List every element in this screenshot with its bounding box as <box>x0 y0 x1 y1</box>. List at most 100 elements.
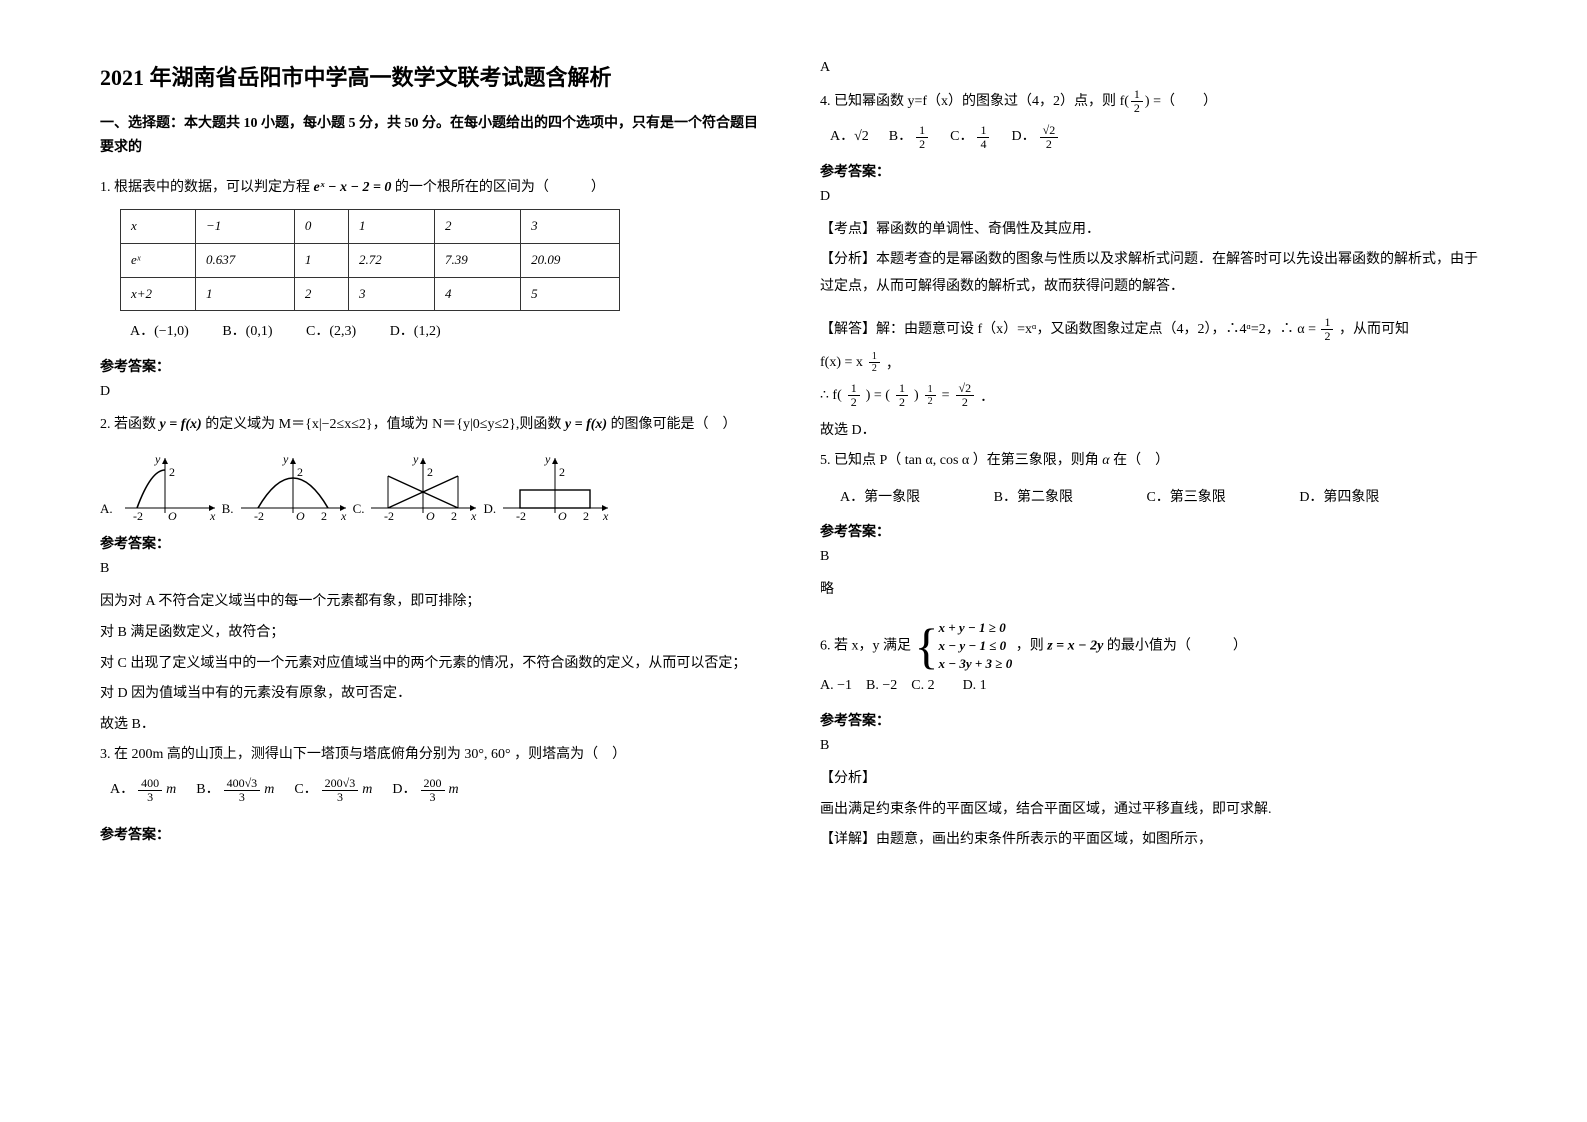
graph-d-svg: -2 O 2 x y 2 <box>498 448 613 523</box>
table-row: x+2 1 2 3 4 5 <box>121 277 620 311</box>
q5-answer: B <box>820 549 1480 565</box>
q4-options: A．√2 B． 12 C． 14 D． √22 <box>830 124 1480 151</box>
q6-system: { x + y − 1 ≥ 0 x − y − 1 ≤ 0 x − 3y + 3… <box>915 619 1013 674</box>
q5-coords: tan α, cos α <box>905 453 969 468</box>
svg-text:-2: -2 <box>516 509 526 523</box>
graph-label-a: A. <box>100 497 113 524</box>
q2-exp-2: 对 B 满足函数定义，故符合； <box>100 620 760 647</box>
q4-l3-mid: ) = ( <box>866 388 890 404</box>
graph-label-b: B. <box>222 497 234 524</box>
option-c: C．(2,3) <box>306 324 356 339</box>
q4-b-label: B． <box>889 124 912 151</box>
svg-text:y: y <box>282 452 289 466</box>
q2-mid: 的定义域为 M＝{x|−2≤x≤2}，值域为 N＝{y|0≤y≤2},则函数 <box>205 417 565 432</box>
question-5: 5. 已知点 P（ tan α, cos α ）在第三象限，则角 α 在（ ） … <box>820 448 1480 511</box>
q4-l3-d1: 2 <box>848 396 860 409</box>
q3-a-num: 400 <box>138 777 162 791</box>
q6-ineq-1: x + y − 1 ≥ 0 <box>939 620 1006 635</box>
option-d: D．(1,2) <box>390 324 441 339</box>
option-b: B．400√33m <box>196 777 274 804</box>
cell: 2 <box>294 277 348 311</box>
cell: 5 <box>521 277 620 311</box>
cell: −1 <box>196 210 295 244</box>
question-1: 1. 根据表中的数据，可以判定方程 eˣ − x − 2 = 0 的一个根所在的… <box>100 175 760 346</box>
q4-l2-pre: f(x) = x <box>820 355 863 371</box>
svg-text:x: x <box>209 509 216 523</box>
q4-alpha-n: 1 <box>1321 316 1333 330</box>
q4-final: 故选 D． <box>820 418 1480 445</box>
svg-text:2: 2 <box>169 465 175 479</box>
q5-alpha: α <box>1102 453 1109 468</box>
graph-label-c: C. <box>353 497 365 524</box>
q4-c-label: C． <box>950 124 973 151</box>
q4-l3-pre: ∴ f( <box>820 387 842 404</box>
q6-post: 的最小值为（ ） <box>1107 638 1247 653</box>
cell: 20.09 <box>521 243 620 277</box>
q4-l3-eq: = <box>942 388 950 404</box>
q3-b-den: 3 <box>224 791 261 804</box>
q6-ineq-3: x − 3y + 3 ≥ 0 <box>939 656 1013 671</box>
q2-exp-3: 对 C 出现了定义域当中的一个元素对应值域当中的两个元素的情况，不符合函数的定义… <box>100 651 760 678</box>
q4-l2-n: 1 <box>869 351 880 363</box>
q1-stem: 1. 根据表中的数据，可以判定方程 eˣ − x − 2 = 0 的一个根所在的… <box>100 175 760 202</box>
svg-text:2: 2 <box>297 465 303 479</box>
option-b: B．第二象限 <box>994 485 1073 512</box>
q2-exp-1: 因为对 A 不符合定义域当中的每一个元素都有象，即可排除； <box>100 589 760 616</box>
q4-fn: 1 <box>1131 88 1143 102</box>
q4-pre: 4. 已知幂函数 y=f（x）的图象过（4，2）点，则 <box>820 94 1120 109</box>
svg-text:O: O <box>168 509 177 523</box>
graph-a-svg: -2 O x y 2 <box>115 448 220 523</box>
q5-stem: 5. 已知点 P（ tan α, cos α ）在第三象限，则角 α 在（ ） <box>820 448 1480 475</box>
option-a: A．√2 <box>830 124 869 151</box>
graph-d: D. -2 O 2 x y 2 <box>483 448 613 523</box>
q2-exp-4: 对 D 因为值域当中有的元素没有原象，故可否定． <box>100 681 760 708</box>
right-column: A 4. 已知幂函数 y=f（x）的图象过（4，2）点，则 f(12) =（ ）… <box>820 60 1480 858</box>
q6-stem: 6. 若 x，y 满足 { x + y − 1 ≥ 0 x − y − 1 ≤ … <box>820 619 1480 674</box>
graph-a: A. -2 O x y 2 <box>100 448 220 523</box>
answer-label: 参考答案： <box>100 533 760 553</box>
cell: 3 <box>521 210 620 244</box>
svg-text:2: 2 <box>583 509 589 523</box>
cell: 3 <box>348 277 434 311</box>
cell: eˣ <box>121 243 196 277</box>
q6-z-expr: z = x − 2y <box>1047 638 1103 653</box>
option-c: C．200√33m <box>294 777 372 804</box>
q4-l2-d: 2 <box>869 363 880 374</box>
q2-exp-5: 故选 B． <box>100 712 760 739</box>
q1-text-pre: 1. 根据表中的数据，可以判定方程 <box>100 180 310 195</box>
option-d: D．2003m <box>392 777 458 804</box>
q6-pre: 6. 若 x，y 满足 <box>820 638 915 653</box>
svg-text:y: y <box>412 452 419 466</box>
table-row: x −1 0 1 2 3 <box>121 210 620 244</box>
q1-data-table: x −1 0 1 2 3 eˣ 0.637 1 2.72 7.39 20.09 … <box>120 209 620 311</box>
q4-jd-pre: 【解答】解：由题意可设 f（x）=xᵅ，又函数图象过定点（4，2），∴4ᵅ=2，… <box>820 322 1294 337</box>
q4-l3-n1: 1 <box>848 382 860 396</box>
svg-text:x: x <box>470 509 477 523</box>
q4-l3-ed: 2 <box>925 396 936 407</box>
option-a: A．4003m <box>110 777 176 804</box>
graph-b-svg: -2 O 2 x y 2 <box>236 448 351 523</box>
q3-a-suf: m <box>166 777 176 804</box>
q4-l3-rn: √2 <box>956 382 975 396</box>
q4-jd-post: ，从而可知 <box>1339 322 1409 337</box>
q3-d-suf: m <box>449 777 459 804</box>
q2-eq2: y = f(x) <box>565 417 607 432</box>
q3-b-suf: m <box>264 777 274 804</box>
option-c: C．第三象限 <box>1146 485 1225 512</box>
svg-text:2: 2 <box>559 465 565 479</box>
q2-eq1: y = f(x) <box>160 417 202 432</box>
q4-l3-mid2: ) <box>914 388 919 404</box>
q4-answer: D <box>820 189 1480 205</box>
cell: x+2 <box>121 277 196 311</box>
q2-graphs-row: A. -2 O x y 2 B. <box>100 448 760 523</box>
q4-c-n: 1 <box>977 124 989 138</box>
q3-post: ，则塔高为（ ） <box>514 747 626 762</box>
option-b: B． 12 <box>889 124 930 151</box>
q4-fenxi: 【分析】本题考查的是幂函数的图象与性质以及求解析式问题．在解答时可以先设出幂函数… <box>820 247 1480 300</box>
q1-options: A．(−1,0) B．(0,1) C．(2,3) D．(1,2) <box>130 319 760 346</box>
q2-pre: 2. 若函数 <box>100 417 156 432</box>
q3-mid: 高的山顶上，测得山下一塔顶与塔底俯角分别为 <box>167 747 465 762</box>
option-b: B．(0,1) <box>222 324 272 339</box>
question-6: 6. 若 x，y 满足 { x + y − 1 ≥ 0 x − y − 1 ≤ … <box>820 619 1480 700</box>
q4-l3-rd: 2 <box>956 396 975 409</box>
